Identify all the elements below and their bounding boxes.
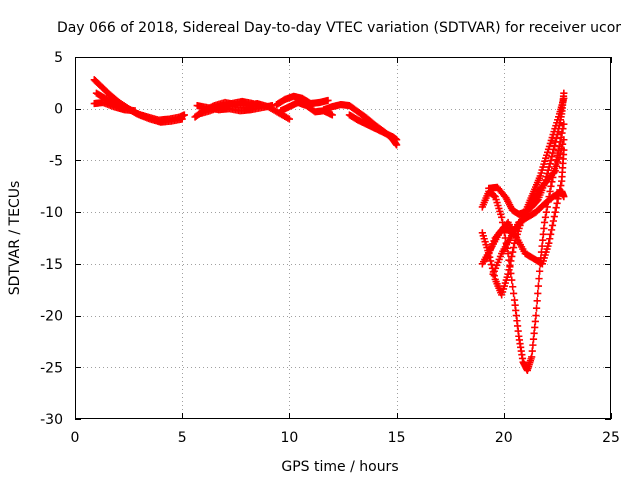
- data-point: [328, 111, 336, 119]
- data-points: [90, 76, 568, 374]
- data-point: [557, 145, 565, 153]
- data-point: [508, 252, 516, 261]
- data-point: [559, 140, 567, 148]
- data-point: [536, 267, 544, 275]
- data-point: [540, 218, 549, 227]
- data-point: [180, 111, 188, 119]
- y-tick-label: -30: [40, 412, 63, 428]
- data-point: [560, 120, 568, 128]
- series-trace-f: [195, 97, 257, 118]
- axis-ticks: 0 5 10 15 20 25 5 0 -5 -10 -15 -20 -25 -30: [40, 50, 620, 446]
- data-point: [547, 226, 556, 234]
- data-point: [498, 213, 506, 221]
- plot-frame: [75, 57, 611, 419]
- data-point: [546, 187, 554, 196]
- data-point: [560, 136, 568, 144]
- data-point: [554, 158, 562, 166]
- y-axis-label: SDTVAR / TECUs: [7, 181, 23, 296]
- y-tick-label: 0: [54, 102, 63, 118]
- data-point: [546, 235, 554, 243]
- data-point: [560, 94, 568, 102]
- data-point: [551, 208, 559, 216]
- data-point: [509, 283, 517, 291]
- data-point: [545, 239, 553, 247]
- data-point: [547, 230, 555, 238]
- data-point: [556, 149, 564, 157]
- data-point: [552, 204, 560, 212]
- data-point: [552, 162, 561, 170]
- data-point: [393, 136, 401, 144]
- data-point: [504, 270, 512, 278]
- data-point: [534, 282, 543, 290]
- data-point: [535, 275, 543, 283]
- x-tick-label: 5: [178, 430, 187, 446]
- y-tick-label: -20: [40, 309, 63, 325]
- y-tick-label: -5: [49, 153, 63, 169]
- data-point: [549, 217, 558, 225]
- data-point: [542, 208, 550, 216]
- x-tick-label: 25: [602, 430, 620, 446]
- data-point: [284, 114, 292, 122]
- series-trace-p: [483, 136, 568, 263]
- y-tick-label: -15: [40, 257, 63, 273]
- data-point: [550, 212, 558, 221]
- x-axis-label: GPS time / hours: [281, 459, 398, 475]
- data-point: [507, 257, 515, 265]
- y-tick-label: -25: [40, 360, 63, 376]
- data-point: [544, 166, 552, 174]
- data-point: [557, 181, 565, 190]
- data-point: [516, 220, 524, 228]
- data-point: [509, 248, 517, 256]
- data-point: [285, 115, 293, 123]
- x-tick-label: 15: [388, 430, 406, 446]
- data-point: [559, 125, 567, 133]
- data-point: [548, 153, 556, 161]
- x-tick-label: 0: [71, 430, 80, 446]
- data-point: [548, 221, 557, 230]
- data-point: [541, 213, 550, 221]
- data-point: [545, 163, 553, 171]
- series-trace-l: [478, 120, 568, 374]
- data-point: [553, 199, 561, 207]
- data-point: [551, 167, 559, 175]
- data-point: [532, 311, 540, 320]
- y-tick-label: 5: [54, 50, 63, 66]
- chart-title: Day 066 of 2018, Sidereal Day-to-day VTE…: [57, 20, 621, 36]
- series-trace-j: [345, 111, 401, 144]
- data-point: [534, 289, 542, 298]
- data-point: [505, 266, 513, 274]
- data-point: [268, 102, 276, 110]
- data-point: [547, 182, 555, 190]
- data-point: [532, 304, 541, 312]
- data-point: [506, 261, 514, 269]
- x-tick-label: 10: [280, 430, 298, 446]
- data-point: [555, 153, 563, 162]
- data-point: [533, 297, 541, 305]
- data-point: [324, 96, 332, 105]
- data-point: [510, 244, 518, 252]
- y-tick-label: -10: [40, 205, 63, 221]
- data-point: [504, 249, 512, 258]
- data-point: [550, 168, 558, 176]
- data-point: [249, 99, 257, 108]
- series-trace-c: [92, 89, 188, 124]
- data-point: [487, 257, 495, 265]
- data-point: [560, 193, 568, 201]
- data-point: [558, 129, 566, 137]
- x-tick-label: 20: [495, 430, 513, 446]
- data-point: [510, 289, 518, 298]
